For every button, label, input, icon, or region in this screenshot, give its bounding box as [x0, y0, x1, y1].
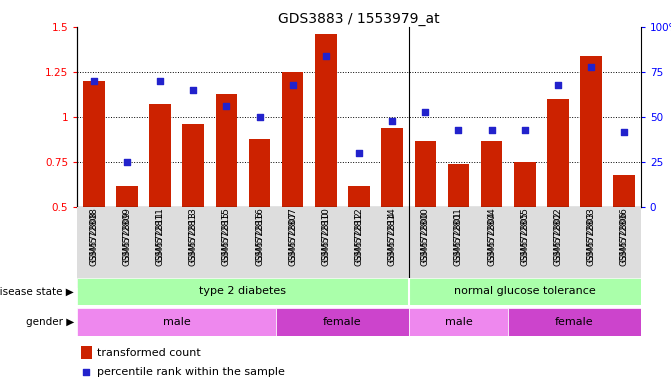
Bar	[514, 162, 535, 207]
Point	[386, 118, 397, 124]
Point	[354, 150, 364, 156]
Bar	[77, 278, 409, 305]
Text: GSM572812: GSM572812	[354, 211, 364, 266]
Point	[420, 109, 431, 115]
Text: GSM572804: GSM572804	[487, 207, 496, 262]
Point	[321, 53, 331, 59]
Text: GSM572805: GSM572805	[520, 211, 529, 266]
Text: transformed count: transformed count	[97, 348, 201, 358]
Bar	[381, 128, 403, 207]
Point	[552, 81, 563, 88]
Bar	[448, 164, 469, 207]
Point	[81, 369, 91, 375]
Text: gender ▶: gender ▶	[25, 317, 74, 327]
Bar	[77, 207, 641, 288]
Text: GSM572810: GSM572810	[321, 211, 330, 266]
Point	[155, 78, 166, 84]
Text: GSM572801: GSM572801	[454, 207, 463, 262]
Point	[254, 114, 265, 120]
Text: GSM572816: GSM572816	[255, 207, 264, 262]
Bar	[282, 72, 303, 207]
Title: GDS3883 / 1553979_at: GDS3883 / 1553979_at	[278, 12, 440, 26]
Bar	[415, 141, 436, 207]
Bar	[481, 141, 503, 207]
Bar	[348, 186, 370, 207]
Point	[519, 127, 530, 133]
Bar	[276, 308, 409, 336]
Text: GSM572801: GSM572801	[454, 211, 463, 266]
Text: GSM572814: GSM572814	[388, 211, 397, 266]
Text: GSM572807: GSM572807	[288, 211, 297, 266]
Point	[486, 127, 497, 133]
Text: GSM572815: GSM572815	[222, 207, 231, 262]
Text: GSM572802: GSM572802	[554, 207, 562, 262]
Point	[586, 63, 597, 70]
Bar	[83, 81, 105, 207]
Text: disease state ▶: disease state ▶	[0, 286, 74, 296]
Text: GSM572806: GSM572806	[620, 207, 629, 262]
Text: GSM572810: GSM572810	[321, 207, 330, 262]
Point	[453, 127, 464, 133]
Bar	[249, 139, 270, 207]
Text: type 2 diabetes: type 2 diabetes	[199, 286, 287, 296]
Text: GSM572804: GSM572804	[487, 211, 496, 266]
Bar	[409, 308, 508, 336]
Text: GSM572808: GSM572808	[89, 211, 98, 266]
Bar	[613, 175, 635, 207]
Bar	[547, 99, 569, 207]
Text: GSM572806: GSM572806	[620, 211, 629, 266]
Point	[89, 78, 99, 84]
Text: percentile rank within the sample: percentile rank within the sample	[97, 367, 285, 377]
Bar	[580, 56, 602, 207]
Text: GSM572815: GSM572815	[222, 211, 231, 266]
Text: GSM572816: GSM572816	[255, 211, 264, 266]
Text: normal glucose tolerance: normal glucose tolerance	[454, 286, 596, 296]
Text: GSM572808: GSM572808	[89, 207, 98, 262]
Bar	[77, 308, 276, 336]
Point	[121, 159, 132, 165]
Bar	[149, 104, 171, 207]
Text: GSM572809: GSM572809	[122, 207, 132, 262]
Bar	[315, 34, 337, 207]
Text: GSM572811: GSM572811	[156, 207, 164, 262]
Text: GSM572800: GSM572800	[421, 211, 430, 266]
Text: GSM572803: GSM572803	[586, 211, 596, 266]
Text: GSM572811: GSM572811	[156, 211, 164, 266]
Text: GSM572814: GSM572814	[388, 207, 397, 262]
Point	[221, 103, 231, 109]
Bar	[508, 308, 641, 336]
Bar	[215, 94, 237, 207]
Bar	[183, 124, 204, 207]
Text: GSM572813: GSM572813	[189, 207, 198, 262]
Text: GSM572813: GSM572813	[189, 211, 198, 266]
Text: GSM572805: GSM572805	[520, 207, 529, 262]
Text: male: male	[445, 317, 472, 327]
Text: GSM572812: GSM572812	[354, 207, 364, 262]
Text: male: male	[163, 317, 191, 327]
Text: GSM572809: GSM572809	[122, 211, 132, 266]
Bar	[409, 278, 641, 305]
Text: female: female	[323, 317, 362, 327]
Bar	[116, 186, 138, 207]
Text: GSM572802: GSM572802	[554, 211, 562, 266]
Text: GSM572807: GSM572807	[288, 207, 297, 262]
Point	[287, 81, 298, 88]
Text: GSM572803: GSM572803	[586, 207, 596, 262]
Bar	[81, 346, 93, 359]
Point	[188, 87, 199, 93]
Point	[619, 129, 629, 135]
Text: GSM572800: GSM572800	[421, 207, 430, 262]
Text: female: female	[555, 317, 594, 327]
